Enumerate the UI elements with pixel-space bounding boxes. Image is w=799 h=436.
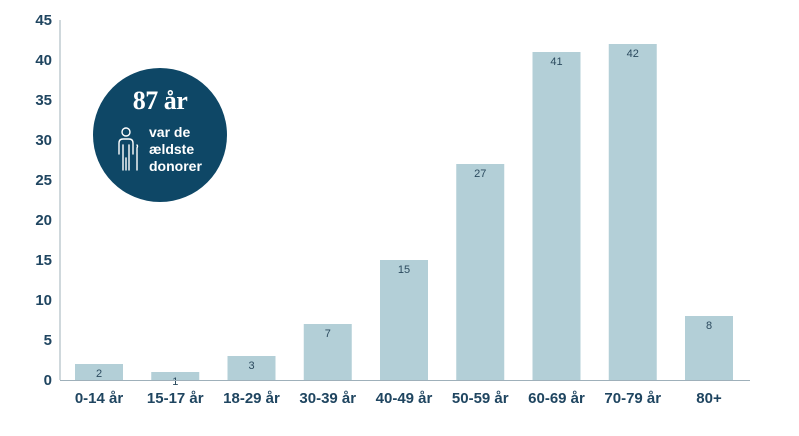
y-axis-ticks: 0 5 10 15 20 25 30 35 40 45 xyxy=(35,12,52,389)
x-tick-label: 18-29 år xyxy=(223,390,280,407)
y-tick-label: 35 xyxy=(35,92,52,109)
x-axis-labels: 0-14 år 15-17 år 18-29 år 30-39 år 40-49 år 5… xyxy=(75,390,722,407)
y-tick-label: 10 xyxy=(35,292,52,309)
x-tick-label: 30-39 år xyxy=(299,390,356,407)
y-tick-label: 5 xyxy=(44,332,52,349)
y-tick-label: 20 xyxy=(35,212,52,229)
bar-value-label: 42 xyxy=(627,48,639,60)
bar xyxy=(685,316,733,380)
bar xyxy=(380,260,428,380)
x-tick-label: 0-14 år xyxy=(75,390,124,407)
y-tick-label: 25 xyxy=(35,172,52,189)
x-tick-label: 60-69 år xyxy=(528,390,585,407)
badge-value: 87 år xyxy=(132,86,188,115)
bar xyxy=(75,364,123,380)
x-tick-label: 15-17 år xyxy=(147,390,204,407)
bar-value-label: 1 xyxy=(172,376,178,388)
badge-caption-line: var de xyxy=(149,124,191,140)
bar-value-label: 7 xyxy=(325,328,331,340)
x-tick-label: 80+ xyxy=(696,390,722,407)
bar-value-label: 15 xyxy=(398,264,410,276)
y-tick-label: 45 xyxy=(35,12,52,29)
bar xyxy=(532,52,581,380)
bars: 2 1 3 7 15 27 41 42 8 xyxy=(75,44,733,388)
bar xyxy=(456,164,505,380)
bar xyxy=(151,372,200,380)
badge-caption-line: donorer xyxy=(149,158,202,174)
bar xyxy=(303,324,352,380)
y-tick-label: 30 xyxy=(35,132,52,149)
y-tick-label: 40 xyxy=(35,52,52,69)
y-tick-label: 0 xyxy=(44,372,52,389)
bar xyxy=(608,44,657,380)
bar-value-label: 27 xyxy=(474,168,486,180)
bar-value-label: 2 xyxy=(96,368,102,380)
bar-value-label: 3 xyxy=(248,360,254,372)
badge-caption-line: ældste xyxy=(149,141,195,157)
elderly-person-icon xyxy=(118,127,139,171)
x-tick-label: 50-59 år xyxy=(452,390,509,407)
oldest-donor-badge: 87 år var de ældste donorer xyxy=(93,68,227,202)
badge-caption: var de ældste donorer xyxy=(149,124,202,175)
y-tick-label: 15 xyxy=(35,252,52,269)
bar-value-label: 41 xyxy=(550,56,562,68)
x-tick-label: 40-49 år xyxy=(376,390,433,407)
bar-value-label: 8 xyxy=(706,320,712,332)
x-tick-label: 70-79 år xyxy=(604,390,661,407)
bar xyxy=(227,356,276,380)
